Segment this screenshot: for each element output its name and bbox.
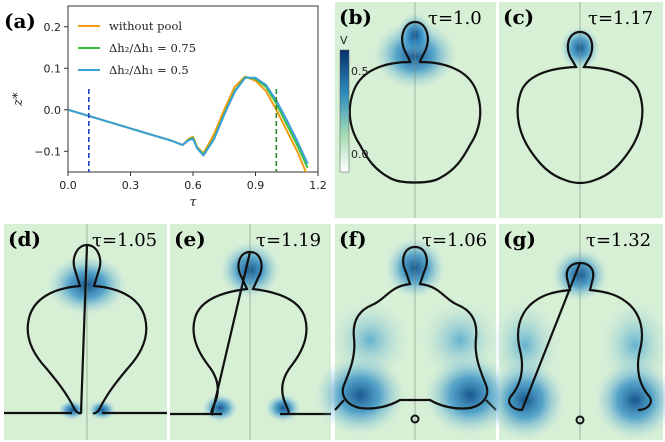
field-blob [202,394,238,422]
x-tick-label: 0.9 [247,179,265,192]
panel-e-heatmap: (e) τ=1.19 [170,224,331,440]
panel-f-tau: τ=1.06 [422,230,487,251]
panel-b-label: (b) [339,5,372,29]
interface-outline [508,261,652,412]
legend-label-ratio-05: Δh₂/Δh₁ = 0.5 [109,63,189,77]
panel-b-tau: τ=1.0 [428,8,482,29]
interface-outline [348,20,482,184]
legend-label-ratio-075: Δh₂/Δh₁ = 0.75 [109,41,196,55]
series-line-0 [68,75,307,172]
small-droplet [575,415,585,425]
interface-outline [170,250,331,417]
panel-c-tau: τ=1.17 [588,8,653,29]
panel-g-tau: τ=1.32 [586,230,651,251]
field-blob [88,400,116,420]
panel-c-heatmap: (c) τ=1.17 [499,2,663,218]
series-line-2 [68,76,309,165]
panel-g-label: (g) [503,227,536,251]
y-tick-label: 0.0 [44,104,62,117]
y-tick-label: 0.2 [44,21,62,34]
interface-outline [4,243,167,415]
panel-f-label: (f) [339,227,367,251]
panel-d-label: (d) [8,227,41,251]
x-tick-label: 0.3 [122,179,140,192]
panel-b-heatmap: (b) τ=1.0 V 0.5 0.0 [335,2,496,218]
series-group [68,75,309,172]
series-line-1 [68,76,309,169]
x-axis-label: τ [189,195,197,210]
legend-label-without-pool: without pool [109,19,182,33]
plot-frame [67,5,319,173]
panel-d-heatmap: (d) τ=1.05 [4,224,167,440]
field-blob [595,360,665,440]
y-tick-label: 0.1 [44,62,62,75]
colorbar-label: V [340,34,348,47]
axis-ticks: 0.0 0.3 0.6 0.9 1.2 0.2 0.1 0.0 −0.1 [34,21,326,192]
vlines-group [88,89,278,172]
field-blob [315,355,405,435]
legend: without pool Δh₂/Δh₁ = 0.75 Δh₂/Δh₁ = 0.… [78,19,196,77]
panel-e-label: (e) [174,227,206,251]
x-tick-label: 1.2 [309,179,327,192]
x-tick-label: 0.6 [184,179,202,192]
panel-a-label: (a) [4,9,36,33]
colorbar-max: 0.5 [351,65,369,78]
colorbar-min: 0.0 [351,148,369,161]
panel-c-label: (c) [503,5,534,29]
panel-g-heatmap: (g) τ=1.32 [485,224,665,440]
panel-e-tau: τ=1.19 [256,230,321,251]
panel-d-tau: τ=1.05 [92,230,157,251]
panel-a-line-chart: (a) 0.0 0.3 0.6 0.9 1.2 0.2 0.1 0.0 −0.1 τ z* wi… [4,5,327,210]
y-tick-label: −0.1 [34,145,61,158]
small-droplet [410,414,420,424]
interface-outline [516,30,644,185]
colorbar [339,49,350,173]
field-blob [58,400,86,420]
x-tick-label: 0.0 [59,179,77,192]
panel-f-heatmap: (f) τ=1.06 [315,224,515,440]
y-axis-label: z* [11,92,26,107]
